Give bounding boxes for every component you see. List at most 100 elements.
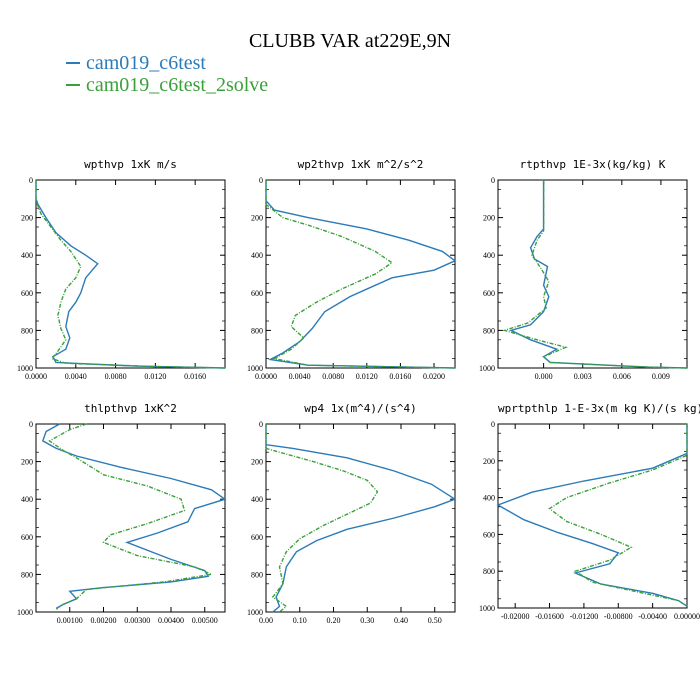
axes-frame (265, 179, 456, 369)
x-tick-label: 0.00300 (124, 616, 150, 625)
y-tick-label: 1000 (247, 608, 263, 617)
x-tick-label: 0.0200 (423, 372, 445, 381)
y-tick-label: 200 (483, 457, 495, 466)
legend-swatch (66, 84, 80, 86)
y-tick-label: 800 (251, 326, 263, 335)
x-tick-label: 0.000 (535, 372, 553, 381)
y-tick-label: 1000 (479, 604, 495, 613)
y-tick-label: 0 (29, 420, 33, 429)
y-tick-label: 800 (483, 567, 495, 576)
y-tick-label: 0 (259, 176, 263, 185)
legend-label: cam019_c6test (86, 52, 206, 74)
y-tick-label: 600 (483, 289, 495, 298)
panel-title: wp2thvp 1xK m^2/s^2 (297, 158, 424, 171)
y-tick-label: 200 (21, 214, 33, 223)
y-tick-label: 1000 (247, 364, 263, 373)
y-tick-label: 600 (21, 533, 33, 542)
y-tick-label: 400 (21, 251, 33, 260)
x-tick-label: 0.20 (327, 616, 341, 625)
x-tick-label: 0.00100 (57, 616, 83, 625)
series-line (35, 180, 226, 369)
y-tick-label: 0 (491, 176, 495, 185)
y-tick-label: 400 (483, 494, 495, 503)
legend: cam019_c6test cam019_c6test_2solve (66, 52, 268, 96)
x-tick-label: 0.00 (259, 616, 273, 625)
legend-item: cam019_c6test_2solve (66, 74, 268, 96)
x-tick-label: 0.0040 (289, 372, 311, 381)
series-line (265, 180, 456, 369)
y-tick-label: 200 (483, 214, 495, 223)
series-line (35, 180, 226, 369)
legend-label: cam019_c6test_2solve (86, 74, 269, 96)
y-tick-label: 800 (21, 326, 33, 335)
x-tick-label: 0.0160 (184, 372, 206, 381)
axes-frame (497, 179, 688, 369)
x-tick-label: -0.00400 (638, 612, 667, 621)
series-line (48, 423, 214, 610)
y-tick-label: 1000 (17, 608, 33, 617)
y-tick-label: 200 (251, 214, 263, 223)
x-tick-label: 0.009 (652, 372, 670, 381)
y-tick-label: 800 (483, 326, 495, 335)
y-tick-label: 600 (251, 289, 263, 298)
x-tick-label: -0.01600 (535, 612, 564, 621)
y-tick-label: 600 (251, 533, 263, 542)
legend-swatch (66, 62, 80, 64)
x-tick-label: -0.01200 (570, 612, 599, 621)
legend-item: cam019_c6test (66, 52, 268, 74)
axes-frame (35, 179, 226, 369)
y-tick-label: 200 (251, 458, 263, 467)
y-tick-label: 200 (21, 458, 33, 467)
series-line (548, 424, 688, 607)
y-tick-label: 600 (21, 289, 33, 298)
x-tick-label: 0.00400 (158, 616, 184, 625)
y-tick-label: 800 (21, 570, 33, 579)
y-tick-label: 800 (251, 570, 263, 579)
x-tick-label: 0.0000 (255, 372, 277, 381)
y-tick-label: 1000 (479, 364, 495, 373)
series-line (265, 424, 457, 613)
series-line (265, 180, 457, 369)
panel-title: thlpthvp 1xK^2 (84, 402, 177, 415)
x-tick-label: 0.0000 (25, 372, 47, 381)
axes-frame (265, 423, 456, 613)
y-tick-label: 400 (251, 251, 263, 260)
y-tick-label: 0 (491, 420, 495, 429)
y-tick-label: 1000 (17, 364, 33, 373)
panel-title: rtpthvp 1E-3x(kg/kg) K (519, 158, 666, 171)
series-line (502, 180, 688, 369)
x-tick-label: 0.0160 (389, 372, 411, 381)
y-tick-label: 0 (259, 420, 263, 429)
x-tick-label: -0.02000 (501, 612, 530, 621)
x-tick-label: 0.0080 (105, 372, 127, 381)
x-tick-label: 0.0040 (65, 372, 87, 381)
figure-title: CLUBB VAR at229E,9N (248, 30, 452, 52)
x-tick-label: 0.50 (428, 616, 442, 625)
panel-title: wprtpthlp 1-E-3x(m kg K)/(s kg) (498, 402, 700, 415)
x-tick-label: 0.30 (360, 616, 374, 625)
x-tick-label: 0.00200 (91, 616, 117, 625)
panel-title: wp4 1x(m^4)/(s^4) (304, 402, 417, 415)
series-line (496, 424, 688, 607)
series-line (265, 424, 379, 613)
y-tick-label: 600 (483, 530, 495, 539)
x-tick-label: 0.40 (394, 616, 408, 625)
panel-title: wpthvp 1xK m/s (84, 158, 177, 171)
x-tick-label: 0.10 (293, 616, 307, 625)
series-line (41, 423, 227, 609)
x-tick-label: 0.0120 (144, 372, 166, 381)
axes-frame (497, 423, 688, 609)
y-tick-label: 0 (29, 176, 33, 185)
y-tick-label: 400 (21, 495, 33, 504)
y-tick-label: 400 (483, 251, 495, 260)
x-tick-label: 0.003 (574, 372, 592, 381)
x-tick-label: 0.0120 (356, 372, 378, 381)
axes-frame (35, 423, 226, 613)
x-tick-label: -0.00800 (604, 612, 633, 621)
x-tick-label: 0.00000 (674, 612, 700, 621)
x-tick-label: 0.00500 (192, 616, 218, 625)
y-tick-label: 400 (251, 495, 263, 504)
x-tick-label: 0.0080 (322, 372, 344, 381)
